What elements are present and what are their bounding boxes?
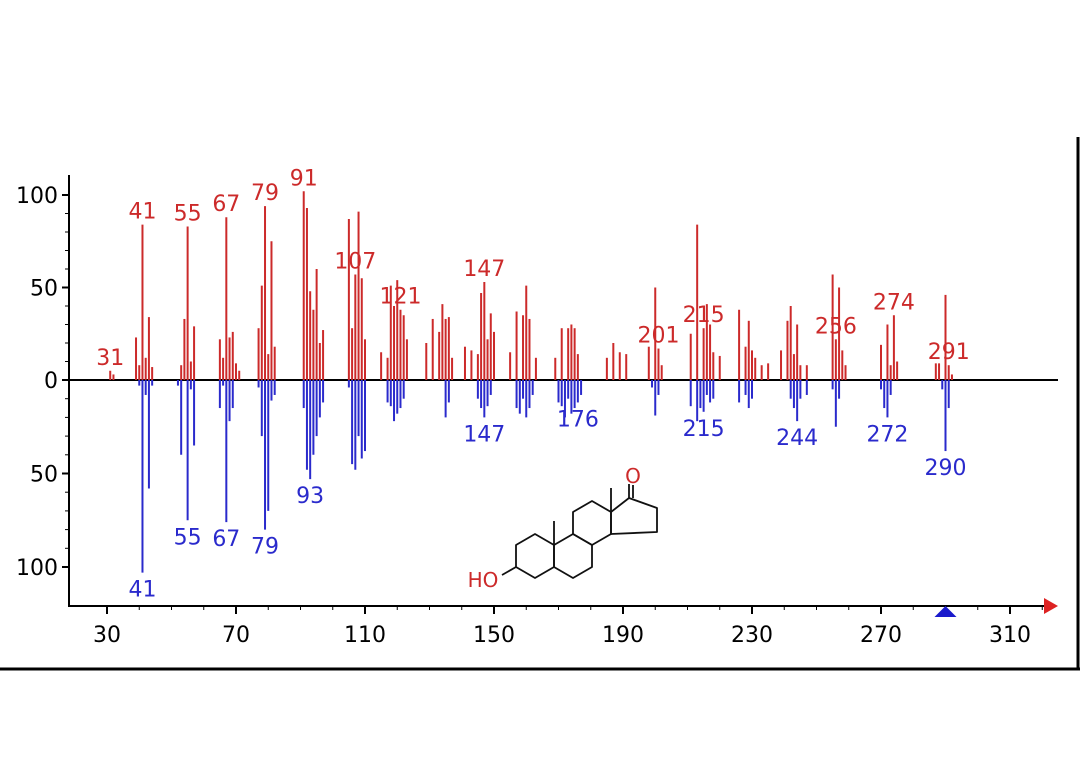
top-spectrum-bars	[109, 191, 953, 380]
bottom-peak-label: 67	[212, 527, 240, 552]
x-tick-label: 270	[860, 623, 902, 648]
top-peak-label: 147	[463, 257, 505, 282]
x-axis	[69, 598, 1058, 614]
bottom-peak-label: 41	[128, 578, 156, 603]
position-marker-triangle-icon[interactable]	[934, 606, 957, 617]
top-peak-label: 256	[815, 314, 857, 339]
top-peak-label: 291	[928, 340, 970, 365]
ring-c	[572, 500, 612, 546]
ketone-oxygen-label: O	[625, 464, 641, 488]
x-tick-label: 30	[93, 623, 121, 648]
x-axis-arrow-icon	[1044, 598, 1058, 614]
bottom-peak-label: 147	[463, 422, 505, 447]
bottom-peak-label: 176	[557, 407, 599, 432]
top-peak-label: 274	[873, 290, 915, 315]
top-peak-label: 67	[212, 192, 240, 217]
top-peak-label: 201	[637, 324, 679, 349]
top-peak-label: 215	[683, 303, 725, 328]
top-peak-label: 121	[379, 285, 421, 310]
ring-a	[515, 533, 555, 579]
y-tick-label: 100	[16, 556, 58, 581]
top-peak-label: 79	[251, 181, 279, 206]
top-peak-label: 91	[290, 166, 318, 191]
y-tick-label: 100	[16, 184, 58, 209]
x-ticks: 30 70 110 150 190 230 270 310	[93, 606, 1043, 648]
x-tick-label: 70	[222, 623, 250, 648]
y-tick-label: 50	[30, 463, 58, 488]
ring-d	[610, 497, 658, 535]
hydroxyl-label: HO	[468, 568, 499, 592]
x-tick-label: 110	[344, 623, 386, 648]
chart-frame	[0, 137, 1080, 671]
y-tick-label: 50	[30, 277, 58, 302]
bottom-peak-label: 93	[296, 484, 324, 509]
bottom-peak-label: 290	[925, 456, 967, 481]
y-ticks: 100 50 0 50 100	[16, 184, 69, 581]
bottom-peak-label: 272	[866, 422, 908, 447]
x-tick-label: 190	[602, 623, 644, 648]
bottom-peak-label: 215	[683, 417, 725, 442]
molecular-structure-diagram	[501, 484, 658, 579]
y-tick-label: 0	[44, 369, 58, 394]
bottom-peak-label: 55	[174, 525, 202, 550]
bottom-peak-label: 244	[776, 426, 818, 451]
bottom-peak-labels: 41 55 67 79 93 147 176 215 244 272 290	[128, 407, 966, 602]
x-tick-label: 230	[731, 623, 773, 648]
ring-b	[553, 533, 593, 579]
top-peak-label: 107	[334, 250, 376, 275]
hydroxyl-bond	[501, 566, 517, 576]
top-peak-label: 55	[174, 201, 202, 226]
x-tick-label: 150	[473, 623, 515, 648]
x-tick-label: 310	[989, 623, 1031, 648]
bottom-spectrum-bars	[138, 380, 950, 573]
bottom-peak-label: 79	[251, 535, 279, 560]
top-peak-label: 41	[128, 200, 156, 225]
top-peak-label: 31	[96, 346, 124, 371]
